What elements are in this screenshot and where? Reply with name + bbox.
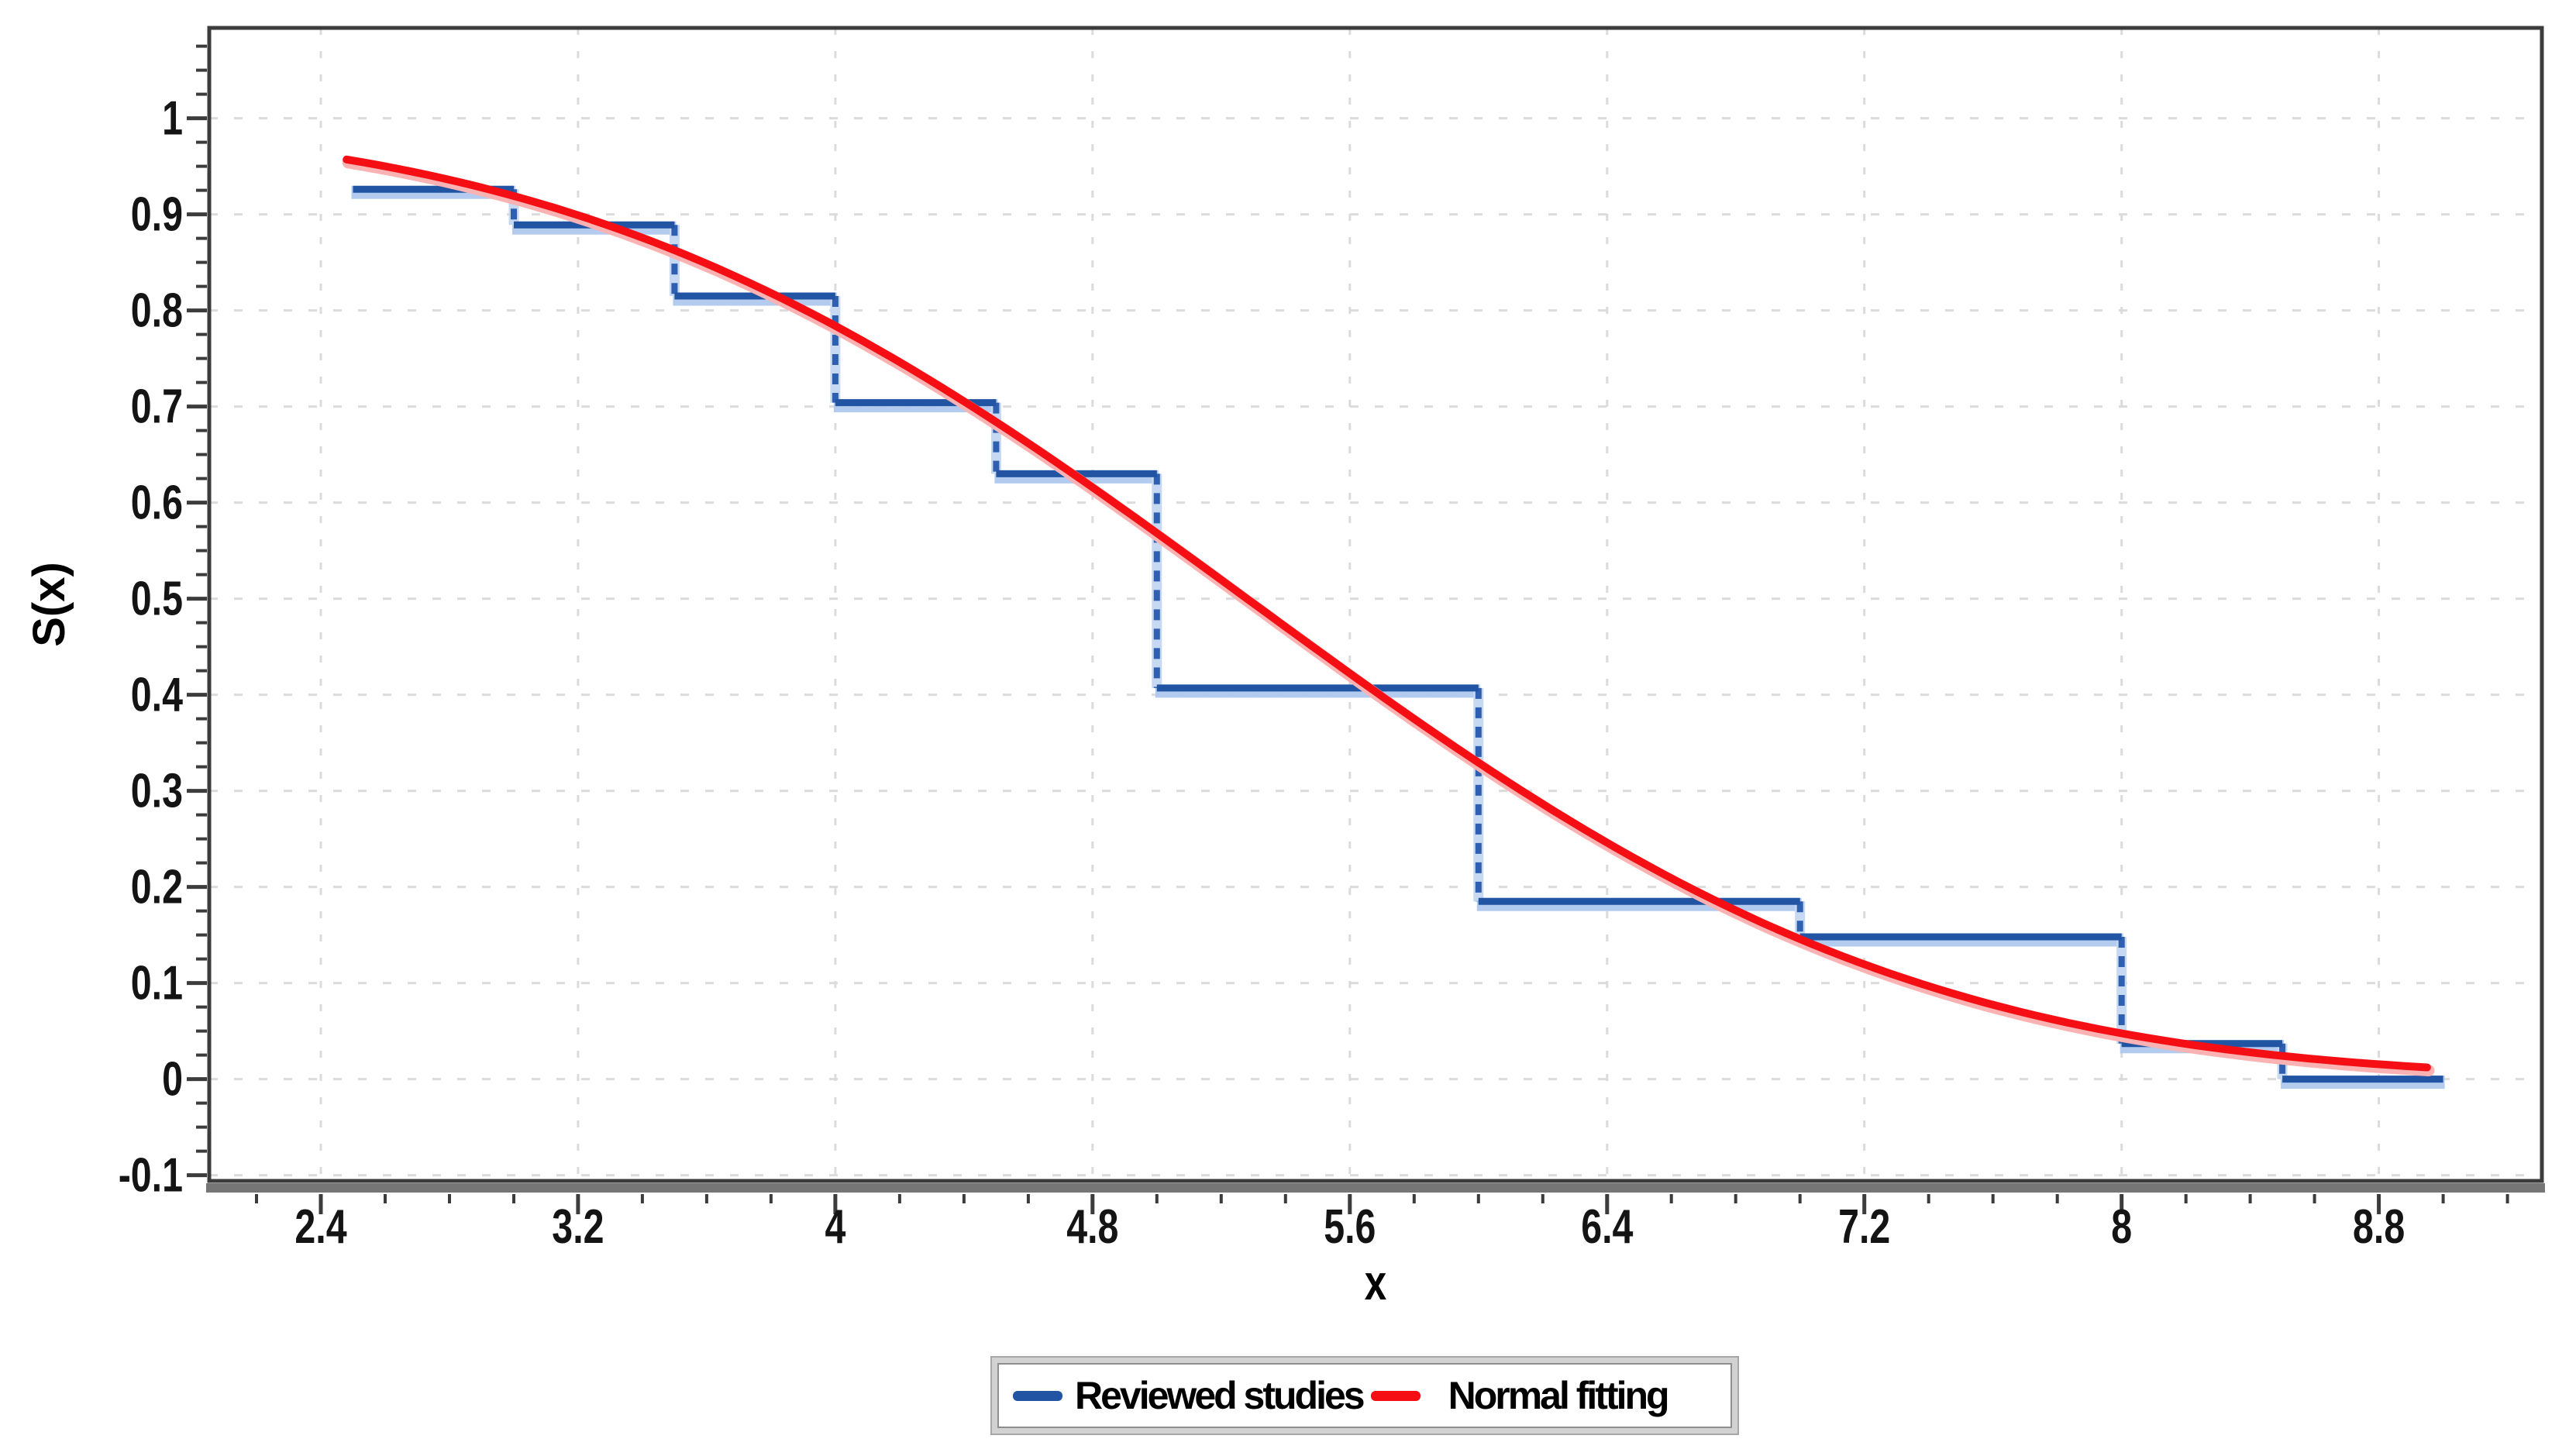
svg-text:0: 0 (162, 1052, 183, 1106)
svg-text:0.7: 0.7 (131, 380, 183, 433)
svg-text:0.8: 0.8 (131, 284, 183, 337)
svg-text:0.3: 0.3 (131, 764, 183, 817)
svg-text:0.9: 0.9 (131, 188, 183, 241)
y-axis-ticks (187, 44, 207, 1178)
y-tick-labels: 1 0.9 0.8 0.7 0.6 0.5 0.4 0.3 0.2 0.1 0 -0.1 (119, 91, 183, 1202)
svg-text:3.2: 3.2 (552, 1200, 604, 1253)
svg-text:0.4: 0.4 (131, 668, 183, 721)
svg-text:8.8: 8.8 (2353, 1200, 2405, 1253)
svg-text:4.8: 4.8 (1066, 1200, 1118, 1253)
svg-text:0.6: 0.6 (131, 476, 183, 529)
x-tick-labels: 2.4 3.2 4 4.8 5.6 6.4 7.2 8 8.8 (294, 1200, 2405, 1253)
reviewed-studies-step-series (351, 185, 2445, 1089)
x-axis-title: x (1364, 1255, 1387, 1310)
svg-text:2.4: 2.4 (294, 1200, 346, 1253)
plot-frame (206, 26, 2545, 1193)
svg-text:0.5: 0.5 (131, 572, 183, 625)
reviewed-studies-legend-label: Reviewed studies (1075, 1374, 1365, 1417)
x-axis-ticks (255, 1194, 2509, 1214)
reviewed-studies-legend-swatch (1013, 1390, 1062, 1401)
svg-text:0.2: 0.2 (131, 860, 183, 914)
normal-fitting-legend-label: Normal fitting (1448, 1374, 1670, 1417)
svg-text:0.1: 0.1 (131, 956, 183, 1010)
normal-fitting-curve (342, 155, 2435, 1076)
svg-text:-0.1: -0.1 (119, 1148, 183, 1202)
y-axis-title: S(x) (24, 562, 74, 647)
svg-text:8: 8 (2111, 1200, 2132, 1253)
svg-text:5.6: 5.6 (1324, 1200, 1376, 1253)
gridlines (209, 28, 2542, 1181)
legend: Reviewed studies Normal fitting (997, 1363, 1732, 1428)
svg-text:1: 1 (162, 91, 183, 145)
svg-text:4: 4 (825, 1200, 845, 1253)
svg-text:7.2: 7.2 (1838, 1200, 1890, 1253)
normal-fitting-legend-swatch (1370, 1390, 1421, 1401)
svg-text:6.4: 6.4 (1581, 1200, 1633, 1253)
